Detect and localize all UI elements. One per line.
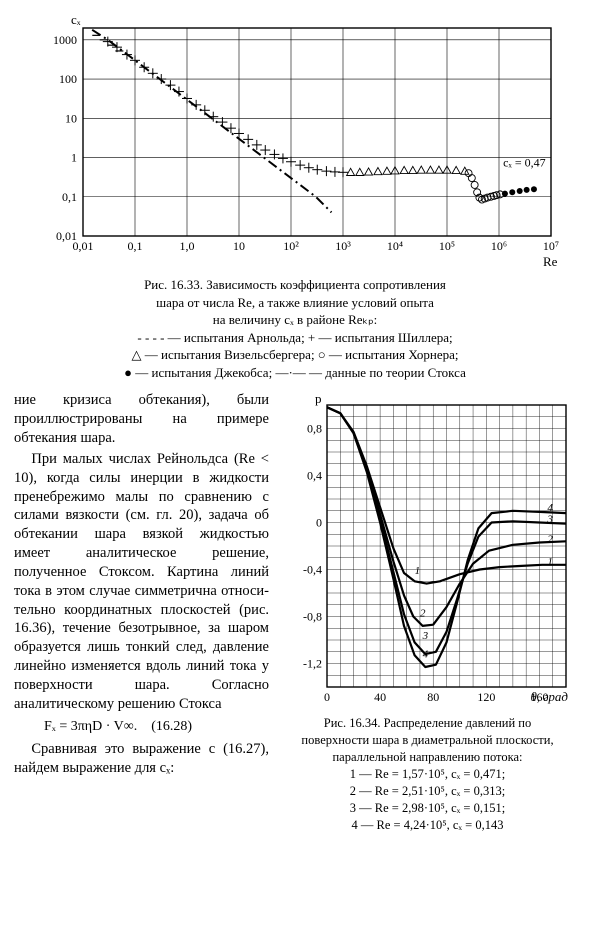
figure-16-34-caption: Рис. 16.34. Распределение давлений по по… [279, 715, 576, 833]
svg-text:1: 1 [547, 556, 553, 568]
svg-text:1: 1 [71, 151, 77, 165]
svg-text:Re: Re [543, 254, 558, 269]
svg-text:-1,2: -1,2 [303, 657, 322, 671]
pressure-dist-chart: 04080120160-1,2-0,8-0,400,40,8pθ, град12… [285, 391, 570, 711]
svg-text:2: 2 [420, 608, 426, 620]
svg-text:3: 3 [422, 630, 429, 642]
svg-text:θ, град: θ, град [530, 689, 568, 704]
legend-entry: 1 — Re = 1,57·10⁵, cₓ = 0,471; [279, 766, 576, 783]
svg-text:10⁴: 10⁴ [387, 239, 403, 253]
svg-text:120: 120 [477, 690, 495, 704]
svg-text:4: 4 [423, 649, 429, 661]
body-text: ние кризиса обтекания), были проиллюстри… [14, 391, 269, 779]
svg-text:1000: 1000 [53, 33, 77, 47]
svg-text:-0,4: -0,4 [303, 563, 322, 577]
svg-text:10²: 10² [283, 239, 299, 253]
caption-line: Рис. 16.33. Зависимость коэффициента соп… [144, 277, 446, 292]
svg-text:4: 4 [547, 502, 553, 514]
svg-text:10⁶: 10⁶ [491, 239, 507, 253]
svg-text:p: p [315, 391, 322, 406]
svg-text:cₓ = 0,47: cₓ = 0,47 [503, 155, 546, 169]
svg-text:3: 3 [546, 514, 553, 526]
caption-line: шара от числа Re, а также влияние услови… [156, 295, 434, 310]
svg-text:10: 10 [65, 111, 77, 125]
lower-section: ние кризиса обтекания), были проиллюстри… [14, 391, 576, 833]
svg-text:1,0: 1,0 [180, 239, 195, 253]
paragraph: Сравнивая это выражение с (16.27), найде… [14, 740, 269, 778]
svg-text:cₓ: cₓ [71, 12, 81, 27]
svg-text:0: 0 [316, 516, 322, 530]
figure-16-33-caption: Рис. 16.33. Зависимость коэффициента соп… [20, 276, 570, 381]
svg-text:0,01: 0,01 [56, 229, 77, 243]
svg-text:-0,8: -0,8 [303, 610, 322, 624]
caption-line: поверхности шара в диаметральной плоскос… [301, 733, 553, 747]
drag-coef-chart: 0,010,11,01010²10³10⁴10⁵10⁶10⁷0,010,1110… [25, 10, 565, 270]
svg-text:2: 2 [547, 534, 553, 546]
paragraph: ние кризиса обтекания), были проиллюстри… [14, 391, 269, 448]
paragraph: При малых числах Рей­нольдса (Re < 10), … [14, 450, 269, 714]
svg-text:0: 0 [324, 690, 330, 704]
svg-text:0,4: 0,4 [307, 469, 322, 483]
equation-16-28: Fₓ = 3πηD · V∞. (16.28) [44, 718, 269, 736]
svg-text:0,1: 0,1 [62, 190, 77, 204]
svg-text:40: 40 [374, 690, 386, 704]
svg-text:10⁵: 10⁵ [439, 239, 455, 253]
legend-line: - - - - — испытания Арнольда; + — испыта… [137, 330, 452, 345]
svg-text:100: 100 [59, 72, 77, 86]
caption-line: параллельной направлению потока: [332, 750, 522, 764]
legend-line: △ — испытания Визельсбергера; ○ — испыта… [131, 347, 458, 362]
caption-line: Рис. 16.34. Распределение давлений по [324, 716, 532, 730]
svg-text:10³: 10³ [335, 239, 351, 253]
figure-16-33: 0,010,11,01010²10³10⁴10⁵10⁶10⁷0,010,1110… [14, 10, 576, 381]
figure-16-34: 04080120160-1,2-0,8-0,400,40,8pθ, град12… [279, 391, 576, 833]
legend-entry: 4 — Re = 4,24·10⁵, cₓ = 0,143 [279, 817, 576, 834]
svg-text:10⁷: 10⁷ [543, 239, 559, 253]
legend-entry: 2 — Re = 2,51·10⁵, cₓ = 0,313; [279, 783, 576, 800]
legend-entry: 3 — Re = 2,98·10⁵, cₓ = 0,151; [279, 800, 576, 817]
svg-text:10: 10 [233, 239, 245, 253]
caption-line: на величину cₓ в районе Reₖₚ: [213, 312, 378, 327]
svg-text:0,1: 0,1 [128, 239, 143, 253]
svg-text:0,8: 0,8 [307, 422, 322, 436]
svg-text:1: 1 [415, 565, 421, 577]
svg-text:80: 80 [427, 690, 439, 704]
legend-line: ● — испытания Джекобса; —·— — данные по … [124, 365, 466, 380]
